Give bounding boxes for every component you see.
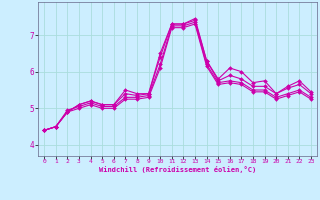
X-axis label: Windchill (Refroidissement éolien,°C): Windchill (Refroidissement éolien,°C) — [99, 166, 256, 173]
